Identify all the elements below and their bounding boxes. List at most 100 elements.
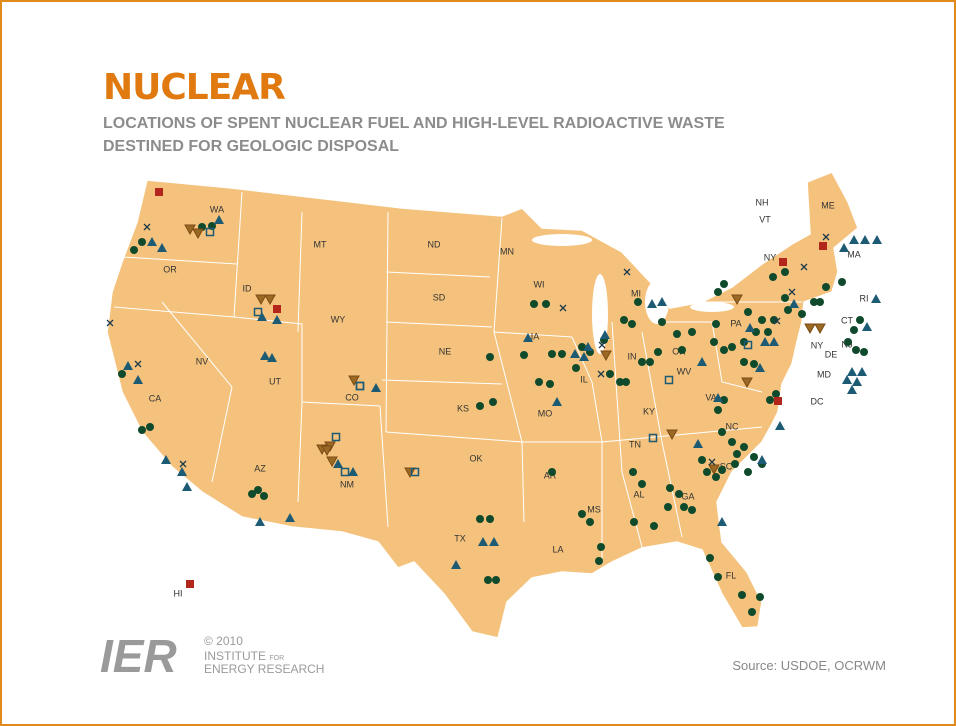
site-dot — [728, 438, 736, 446]
site-triangle — [775, 421, 785, 430]
site-triangle — [371, 383, 381, 392]
site-triangle — [257, 312, 267, 321]
subtitle: DESTINED FOR GEOLOGIC DISPOSAL — [103, 138, 399, 155]
site-triangle — [849, 235, 859, 244]
state-label: SD — [433, 292, 446, 302]
site-dot — [758, 316, 766, 324]
site-dot — [712, 320, 720, 328]
site-triangle — [579, 352, 589, 361]
site-dot — [744, 308, 752, 316]
site-dot — [646, 358, 654, 366]
site-inverted-triangle — [404, 467, 416, 479]
state-label: CA — [149, 393, 162, 403]
site-square-outline — [205, 227, 215, 237]
site-square-outline — [410, 467, 420, 477]
site-triangle — [523, 333, 533, 342]
state-label: DE — [825, 349, 838, 359]
site-x — [598, 341, 606, 349]
site-dot — [718, 428, 726, 436]
site-dot — [489, 398, 497, 406]
site-triangle — [857, 367, 867, 376]
state-label: WI — [534, 279, 545, 289]
site-triangle — [647, 299, 657, 308]
site-x — [143, 223, 151, 231]
state-label: WV — [677, 366, 692, 376]
state-label: PA — [730, 318, 741, 328]
site-dot — [675, 490, 683, 498]
site-triangle — [769, 337, 779, 346]
site-dot — [530, 300, 538, 308]
site-inverted-triangle — [731, 294, 743, 306]
state-label: NY — [811, 340, 824, 350]
site-dot — [620, 316, 628, 324]
site-dot — [838, 278, 846, 286]
site-x — [559, 304, 567, 312]
state-label: ND — [428, 239, 441, 249]
site-triangle — [161, 455, 171, 464]
site-dot — [798, 310, 806, 318]
state-label: TX — [454, 533, 466, 543]
site-x — [623, 268, 631, 276]
site-dot — [860, 348, 868, 356]
site-dot — [740, 358, 748, 366]
site-dot — [706, 554, 714, 562]
site-dot — [673, 330, 681, 338]
site-dot — [744, 468, 752, 476]
site-dot — [733, 450, 741, 458]
site-inverted-triangle — [264, 294, 276, 306]
state-label: NE — [439, 346, 452, 356]
site-triangle — [847, 367, 857, 376]
site-dot — [852, 346, 860, 354]
site-square — [819, 242, 827, 250]
site-dot — [750, 453, 758, 461]
site-triangle — [285, 513, 295, 522]
site-dot — [714, 288, 722, 296]
state-label: DC — [811, 396, 824, 406]
site-dot — [520, 351, 528, 359]
site-dot — [752, 328, 760, 336]
site-dot — [720, 346, 728, 354]
site-dot — [731, 460, 739, 468]
site-square — [186, 580, 194, 588]
site-x — [134, 360, 142, 368]
subtitle: LOCATIONS OF SPENT NUCLEAR FUEL AND HIGH… — [103, 115, 725, 132]
site-dot — [248, 490, 256, 498]
site-dot — [738, 591, 746, 599]
site-dot — [756, 593, 764, 601]
site-square-outline — [648, 433, 658, 443]
state-label: MI — [631, 288, 641, 298]
lake — [532, 234, 592, 246]
site-dot — [484, 576, 492, 584]
site-dot — [578, 510, 586, 518]
site-dot — [718, 466, 726, 474]
site-triangle — [255, 517, 265, 526]
state-label: AZ — [254, 463, 266, 473]
site-dot — [572, 364, 580, 372]
state-label: WY — [331, 314, 346, 324]
site-dot — [688, 328, 696, 336]
site-x — [106, 319, 114, 327]
site-dot — [535, 378, 543, 386]
site-triangle — [333, 459, 343, 468]
site-triangle — [852, 377, 862, 386]
site-dot — [638, 480, 646, 488]
site-square-outline — [355, 381, 365, 391]
site-x — [822, 233, 830, 241]
state-label: HI — [174, 588, 183, 598]
lake — [690, 302, 734, 312]
state-label: RI — [860, 293, 869, 303]
site-square — [774, 397, 782, 405]
logo-mark: IER — [100, 630, 177, 682]
site-dot — [810, 298, 818, 306]
site-dot — [146, 423, 154, 431]
state-label: SC — [720, 461, 733, 471]
site-triangle — [133, 375, 143, 384]
site-dot — [720, 280, 728, 288]
state-label: ID — [243, 283, 253, 293]
site-dot — [714, 573, 722, 581]
state-label: TN — [629, 439, 641, 449]
site-triangle — [451, 560, 461, 569]
site-dot — [138, 426, 146, 434]
state-borders — [113, 191, 802, 562]
